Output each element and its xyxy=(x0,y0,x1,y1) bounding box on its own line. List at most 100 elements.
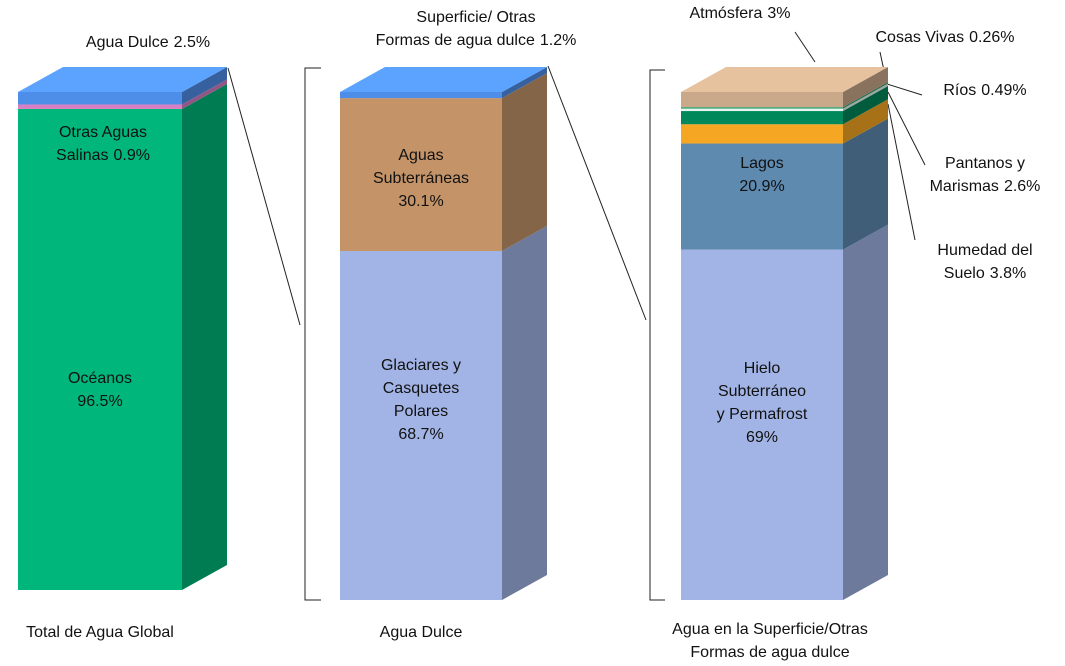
bar-segment xyxy=(681,107,843,109)
leader-line xyxy=(886,83,923,96)
bar-segment xyxy=(681,111,843,125)
segment-label: Glaciares y Casquetes Polares 68.7% xyxy=(381,357,461,443)
bar-segment xyxy=(681,124,843,144)
segment-label: Atmósfera 3% xyxy=(689,5,790,22)
text-line: Agua en la Superficie/Otras xyxy=(672,621,868,638)
segment-label: Pantanos y Marismas 2.6% xyxy=(930,155,1041,195)
text-lines: Atmósfera xyxy=(689,5,762,22)
text-line: Formas de agua dulce xyxy=(690,644,849,661)
bar-segment-side xyxy=(843,82,888,109)
text-line: Subterráneo xyxy=(718,383,806,400)
segment-label: Cosas Vivas 0.26% xyxy=(875,29,1014,46)
bar-title: Agua en la Superficie/Otras Formas de agu… xyxy=(672,621,868,661)
text-line: Suelo xyxy=(944,265,985,282)
bar-segment-side xyxy=(182,83,227,591)
segment-label: Superficie/ Otras Formas de agua dulce 1.2… xyxy=(376,9,577,49)
text-lines: Ríos xyxy=(943,82,976,99)
segment-label: Lagos 20.9% xyxy=(739,155,784,195)
bar-segment-side xyxy=(843,99,888,144)
bar-segment-side xyxy=(843,86,888,125)
text-line: Subterráneas xyxy=(373,170,469,187)
connector-line xyxy=(547,65,647,321)
bar-stack xyxy=(681,67,888,601)
bar-segment-side xyxy=(843,67,888,108)
value-label: 96.5% xyxy=(77,393,122,410)
bracket xyxy=(649,69,665,601)
bar-segment-side xyxy=(182,79,227,109)
bar-segment xyxy=(340,98,502,252)
bar-stack xyxy=(18,67,227,591)
segment-label: Ríos 0.49% xyxy=(943,82,1026,99)
value-label: 2.6% xyxy=(1004,178,1040,195)
leader-line xyxy=(887,91,926,166)
text-line: Hielo xyxy=(744,360,781,377)
text-line: Otras Aguas xyxy=(59,124,147,141)
text-line: Cosas Vivas xyxy=(875,29,964,46)
bar-segment xyxy=(18,108,182,591)
value-label: 0.9% xyxy=(114,147,150,164)
text-lines: Lagos xyxy=(740,155,784,172)
bar-segment-side xyxy=(843,83,888,112)
text-line: y Permafrost xyxy=(717,406,808,423)
text-lines: Hielo Subterráneo y Permafrost xyxy=(717,360,808,423)
bar-segment xyxy=(681,92,843,108)
bar-segment-side xyxy=(502,67,547,99)
bar-segment xyxy=(681,143,843,250)
text-lines: Glaciares y Casquetes Polares xyxy=(381,357,461,420)
text-line: Aguas xyxy=(398,147,443,164)
text-line: Casquetes xyxy=(383,380,460,397)
text-lines: Superficie/ Otras Formas de agua dulce xyxy=(376,9,536,49)
text-lines: Aguas Subterráneas xyxy=(373,147,469,187)
text-line: Lagos xyxy=(740,155,784,172)
leader-line xyxy=(794,31,816,63)
value-label: 3% xyxy=(767,5,790,22)
connector-line xyxy=(227,67,301,326)
value-label: 1.2% xyxy=(540,32,576,49)
segment-label: Aguas Subterráneas 30.1% xyxy=(373,147,469,210)
text-line: Pantanos y xyxy=(945,155,1025,172)
text-line: Marismas xyxy=(930,178,999,195)
bar-segment-side xyxy=(182,67,227,105)
text-lines: Agua en la Superficie/Otras Formas de agu… xyxy=(672,621,868,661)
bar-segment-top xyxy=(681,67,888,92)
bar-segment-side xyxy=(502,73,547,252)
text-lines: Otras Aguas Salinas xyxy=(56,124,147,164)
bar-segment-top xyxy=(340,67,547,92)
bar-segment-top xyxy=(18,67,227,92)
bar-segment xyxy=(18,92,182,105)
leader-line xyxy=(887,103,916,241)
text-lines: Agua Dulce xyxy=(380,624,463,641)
bar-title: Agua Dulce xyxy=(380,624,463,641)
text-lines: Pantanos y Marismas xyxy=(930,155,1025,195)
text-line: Atmósfera xyxy=(689,5,762,22)
value-label: 2.5% xyxy=(174,34,210,51)
bar-segment-side xyxy=(502,226,547,600)
segment-label: Humedad del Suelo 3.8% xyxy=(937,242,1032,282)
bar-segment xyxy=(681,249,843,601)
text-line: Glaciares y xyxy=(381,357,461,374)
bar-stack xyxy=(340,67,547,600)
bar-title: Total de Agua Global xyxy=(26,624,174,641)
text-lines: Humedad del Suelo xyxy=(937,242,1032,282)
text-lines: Cosas Vivas xyxy=(875,29,964,46)
text-lines: Océanos xyxy=(68,370,132,387)
text-line: Formas de agua dulce xyxy=(376,32,535,49)
value-label: 20.9% xyxy=(739,178,784,195)
text-line: Total de Agua Global xyxy=(26,624,174,641)
bar-segment xyxy=(340,92,502,99)
text-lines: Agua Dulce xyxy=(86,34,169,51)
text-line: Humedad del xyxy=(937,242,1032,259)
segment-label: Océanos 96.5% xyxy=(68,370,132,410)
text-line: Polares xyxy=(394,403,448,420)
value-label: 0.49% xyxy=(981,82,1026,99)
value-label: 69% xyxy=(746,429,778,446)
segment-label: Hielo Subterráneo y Permafrost 69% xyxy=(717,360,808,446)
bar-segment xyxy=(18,104,182,109)
text-line: Ríos xyxy=(943,82,976,99)
bracket xyxy=(304,67,321,601)
segment-label: Otras Aguas Salinas 0.9% xyxy=(56,124,150,164)
text-line: Salinas xyxy=(56,147,108,164)
bar-segment xyxy=(340,251,502,600)
value-label: 30.1% xyxy=(398,193,443,210)
